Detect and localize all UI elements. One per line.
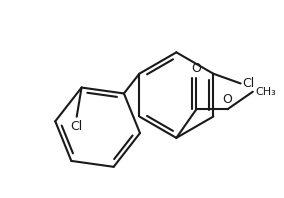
Text: Cl: Cl xyxy=(71,120,83,133)
Text: CH₃: CH₃ xyxy=(256,87,276,97)
Text: O: O xyxy=(191,62,201,75)
Text: Cl: Cl xyxy=(243,77,255,90)
Text: O: O xyxy=(223,93,233,106)
